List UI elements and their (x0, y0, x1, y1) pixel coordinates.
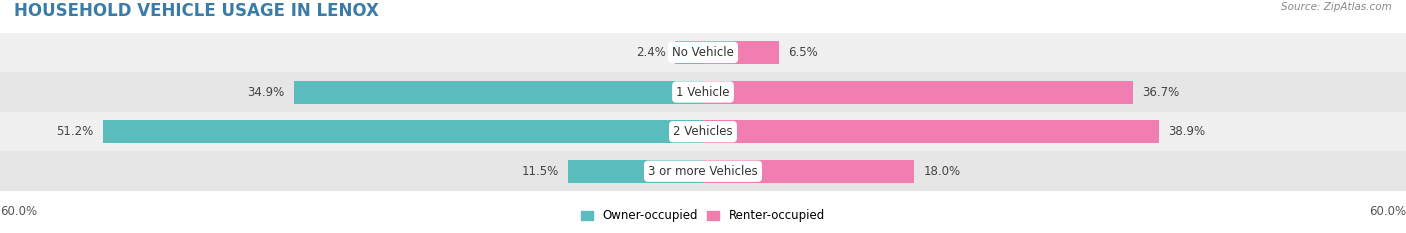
Text: 18.0%: 18.0% (924, 165, 960, 178)
Bar (703, 120, 1159, 143)
Bar (703, 41, 779, 64)
Bar (703, 160, 914, 183)
Text: 60.0%: 60.0% (1369, 205, 1406, 218)
Bar (675, 41, 703, 64)
Text: 60.0%: 60.0% (0, 205, 37, 218)
Text: 38.9%: 38.9% (1168, 125, 1205, 138)
Text: 36.7%: 36.7% (1142, 86, 1180, 99)
Bar (0, 151, 1406, 191)
Text: 1 Vehicle: 1 Vehicle (676, 86, 730, 99)
Text: 3 or more Vehicles: 3 or more Vehicles (648, 165, 758, 178)
Text: 2 Vehicles: 2 Vehicles (673, 125, 733, 138)
Bar (103, 120, 703, 143)
Text: 6.5%: 6.5% (789, 46, 818, 59)
Bar (703, 81, 1133, 103)
Bar (0, 33, 1406, 72)
Text: 11.5%: 11.5% (522, 165, 560, 178)
Bar (568, 160, 703, 183)
Text: 51.2%: 51.2% (56, 125, 94, 138)
Text: No Vehicle: No Vehicle (672, 46, 734, 59)
Bar (0, 112, 1406, 151)
Text: Source: ZipAtlas.com: Source: ZipAtlas.com (1281, 2, 1392, 12)
Text: 2.4%: 2.4% (636, 46, 665, 59)
Text: 34.9%: 34.9% (247, 86, 285, 99)
Bar (294, 81, 703, 103)
Bar (0, 72, 1406, 112)
Legend: Owner-occupied, Renter-occupied: Owner-occupied, Renter-occupied (576, 205, 830, 227)
Text: HOUSEHOLD VEHICLE USAGE IN LENOX: HOUSEHOLD VEHICLE USAGE IN LENOX (14, 2, 380, 20)
